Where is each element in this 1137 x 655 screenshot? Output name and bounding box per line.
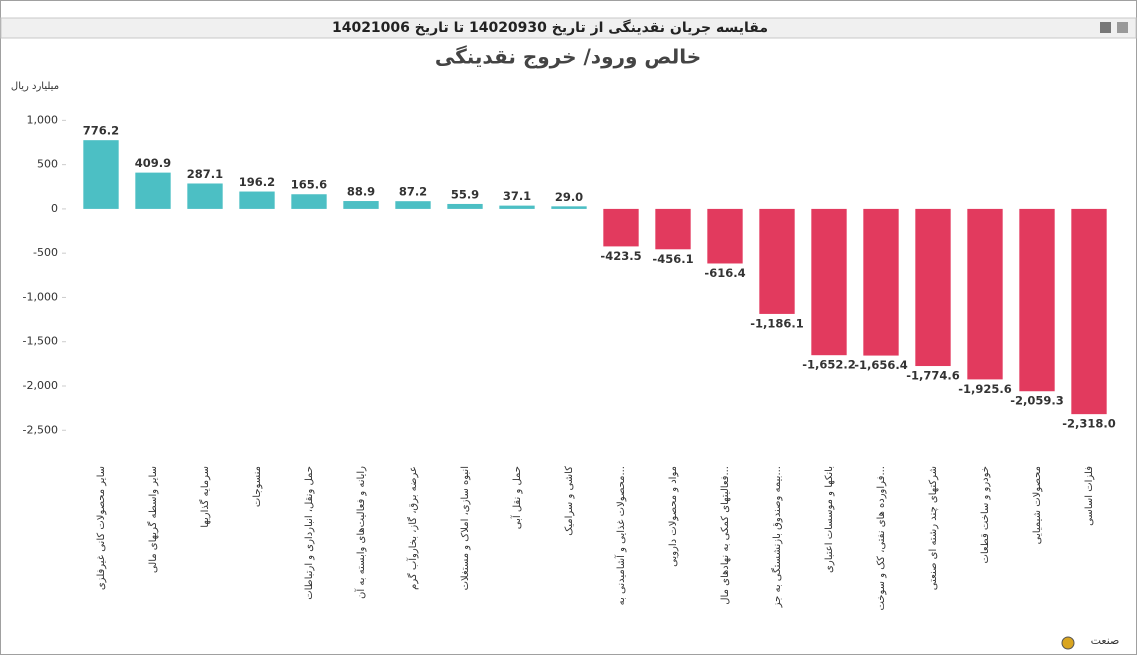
x-tick-label: کاشی و سرامیک (564, 466, 575, 536)
bar (499, 205, 535, 209)
x-axis-label: صنعت (1091, 634, 1120, 647)
x-tick-label: بانکها و موسسات اعتباری (824, 466, 835, 573)
value-label: 776.2 (83, 124, 119, 138)
y-tick-label: -1,500 (23, 335, 58, 348)
print-button[interactable] (1100, 22, 1111, 33)
bar (707, 208, 743, 264)
bar (239, 191, 275, 209)
chart-title: خالص ورود/ خروج نقدینگی (435, 45, 701, 69)
value-label: 37.1 (503, 189, 531, 203)
x-tick-label: سایر محصولات کانی غیرفلزی (96, 466, 107, 590)
y-axis-label: میلیارد ریال (11, 81, 59, 92)
bar (551, 206, 587, 209)
x-tick-label: محصولات شیمیایی (1032, 466, 1043, 544)
y-tick-label: 1,000 (27, 113, 59, 126)
value-label: 287.1 (187, 167, 223, 181)
value-label: 409.9 (135, 156, 171, 170)
x-tick-label: سرمایه گذاریها (199, 466, 211, 528)
bar (863, 208, 899, 356)
value-label: -1,186.1 (750, 316, 804, 330)
x-tick-label: انبوه سازی، املاک و مستغلات (460, 466, 471, 590)
value-label: -1,652.2 (802, 358, 856, 372)
bar (447, 203, 483, 209)
value-label: 29.0 (555, 190, 583, 204)
x-tick-label: بیمه وصندوق بازنشستگی به جز... (771, 466, 783, 608)
value-label: 55.9 (451, 187, 479, 201)
value-label: -1,925.6 (958, 382, 1012, 396)
x-tick-label: فلزات اساسی (1084, 466, 1095, 526)
value-label: -456.1 (652, 252, 693, 266)
bar (603, 208, 639, 247)
y-tick-label: 0 (51, 202, 58, 215)
value-label: -2,059.3 (1010, 394, 1064, 408)
y-tick-label: -500 (33, 246, 58, 259)
x-tick-label: حمل و نقل آبی (510, 466, 523, 529)
x-tick-label: منسوجات (252, 466, 263, 507)
value-label: 196.2 (239, 175, 275, 189)
bar (291, 194, 327, 209)
value-label: 87.2 (399, 185, 427, 199)
value-label: -1,774.6 (906, 369, 960, 383)
value-label: -1,656.4 (854, 358, 908, 372)
bar (1071, 208, 1107, 415)
x-tick-label: خودرو و ساخت قطعات (980, 466, 991, 564)
y-tick-label: 500 (37, 158, 58, 171)
window-title: مقایسه جریان نقدینگی از تاریخ 14020930 ت… (332, 19, 768, 36)
y-tick-label: -2,000 (23, 379, 58, 392)
bar (915, 208, 951, 367)
value-label: 88.9 (347, 185, 375, 199)
bar (655, 208, 691, 250)
bar (811, 208, 847, 356)
x-tick-label: عرضه برق، گاز، بخاروآب گرم (406, 466, 419, 590)
x-tick-label: فعالیتهای کمکی به نهادهای مال... (720, 466, 731, 605)
value-label: 165.6 (291, 178, 327, 192)
refresh-icon[interactable] (1061, 636, 1075, 650)
bar (83, 140, 119, 209)
bar (1019, 208, 1055, 392)
save-button[interactable] (1117, 22, 1128, 33)
bar (343, 201, 379, 209)
bar (135, 172, 171, 209)
value-label: -616.4 (704, 266, 745, 280)
x-tick-label: سایر واسطه گریهای مالی (147, 466, 159, 573)
y-tick-label: -2,500 (23, 423, 58, 436)
y-tick-label: -1,000 (23, 290, 58, 303)
x-tick-label: مواد و محصولات دارویی (668, 466, 679, 567)
bar (967, 208, 1003, 380)
value-label: -423.5 (600, 249, 641, 263)
bar (395, 201, 431, 209)
bar (187, 183, 223, 209)
x-tick-label: شرکتهای چند رشته ای صنعتی (928, 466, 939, 590)
bar (759, 208, 795, 314)
value-label: -2,318.0 (1062, 417, 1116, 431)
x-tick-label: حمل ونقل، انبارداری و ارتباطات (304, 466, 315, 600)
x-tick-label: فراورده های نفتی، کک و سوخت... (876, 466, 887, 611)
x-tick-label: محصولات غذایی و آشامیدنی به... (614, 466, 627, 605)
x-tick-label: رایانه و فعالیت‌های وابسته به آن (354, 466, 367, 599)
title-bar (0, 17, 1137, 39)
